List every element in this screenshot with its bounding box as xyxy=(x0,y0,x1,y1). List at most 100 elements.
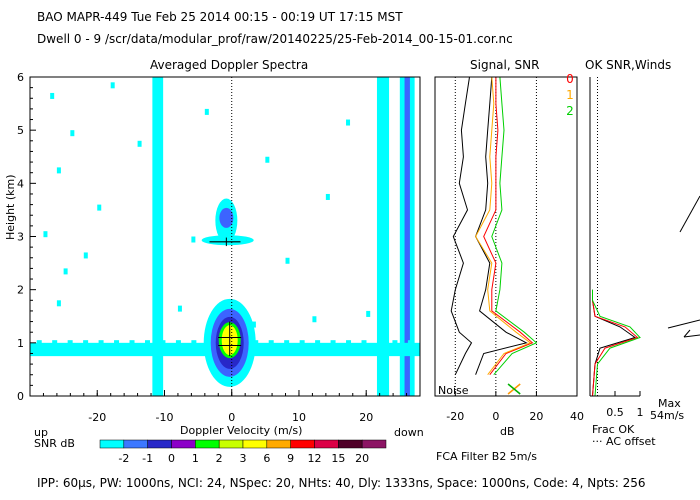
db-axis-label: dB xyxy=(500,425,515,438)
band-edge xyxy=(330,340,336,345)
height-tick-label: 5 xyxy=(17,124,24,137)
speckle-11 xyxy=(285,257,290,264)
snr-scale-label: -2 xyxy=(118,452,129,465)
signal-title: Signal, SNR xyxy=(470,58,540,72)
signal-series-4 xyxy=(491,76,538,376)
signal-tick-label: 20 xyxy=(529,410,543,423)
height-tick-label: 3 xyxy=(17,231,24,244)
noise-label: Noise xyxy=(438,384,469,397)
band-edge xyxy=(98,340,104,345)
band-edge xyxy=(160,340,166,345)
snr-swatch-11 xyxy=(361,439,387,449)
wind-barb-3 xyxy=(683,334,700,338)
snr-scale-label: 15 xyxy=(331,452,345,465)
speckle-7 xyxy=(137,140,142,147)
max-value: 54m/s xyxy=(650,409,685,422)
band-edge xyxy=(407,340,413,345)
fca-filter-label: FCA Filter B2 5m/s xyxy=(436,450,537,463)
spectra-title: Averaged Doppler Spectra xyxy=(150,58,309,72)
speckle-8 xyxy=(191,236,196,243)
snr-scale-label: 20 xyxy=(355,452,369,465)
band-edge xyxy=(144,340,150,345)
snr-swatch-5 xyxy=(218,439,244,449)
speckle-6 xyxy=(83,252,88,259)
signal-series-0 xyxy=(450,76,473,375)
band-edge xyxy=(315,340,321,345)
band-edge xyxy=(253,340,259,345)
band-edge xyxy=(268,340,274,345)
band-edge xyxy=(36,340,42,345)
signal-tick-label: -20 xyxy=(446,410,464,423)
signal-tick-label: 40 xyxy=(570,410,584,423)
max-label: Max xyxy=(658,397,681,410)
velocity-tick-label: 20 xyxy=(359,411,373,424)
ok-tick-label: 1 xyxy=(637,406,644,419)
ok-tick-label: 0.5 xyxy=(606,406,624,419)
speckle-0 xyxy=(50,92,55,99)
signal-legend-1: 1 xyxy=(566,88,574,102)
parameters-line: IPP: 60µs, PW: 1000ns, NCI: 24, NSpec: 2… xyxy=(37,476,646,490)
speckle-19 xyxy=(97,204,102,211)
signal-series-2 xyxy=(483,77,534,376)
snr-swatch-8 xyxy=(290,439,315,449)
speckle-1 xyxy=(56,167,61,174)
velocity-axis-label: Doppler Velocity (m/s) xyxy=(180,424,303,437)
speckle-12 xyxy=(325,193,330,200)
speckle-4 xyxy=(56,300,61,307)
speckle-18 xyxy=(312,316,317,323)
snr-swatch-2 xyxy=(147,439,172,449)
speckle-5 xyxy=(70,130,75,137)
band-edge xyxy=(114,340,120,345)
snr-scale-label: 6 xyxy=(263,452,270,465)
stripe-22 xyxy=(376,77,390,396)
snr-swatch-1 xyxy=(123,439,148,449)
speckle-15 xyxy=(110,82,115,89)
ac-offset-label: ··· AC offset xyxy=(592,435,656,448)
velocity-tick-label: -10 xyxy=(155,411,173,424)
speckle-2 xyxy=(43,231,48,238)
snr-scale-label: 12 xyxy=(308,452,322,465)
echo2-core xyxy=(219,207,234,228)
snr-swatch-7 xyxy=(266,439,291,449)
wind-barb-3-tick xyxy=(683,329,691,338)
speckle-14 xyxy=(366,310,371,317)
snr-scale-label: 3 xyxy=(240,452,247,465)
speckle-10 xyxy=(265,156,270,163)
band-edge xyxy=(129,340,135,345)
velocity-tick-label: 10 xyxy=(292,411,306,424)
velocity-tick-label: 0 xyxy=(228,411,235,424)
band-edge xyxy=(52,340,58,345)
signal-legend-0: 0 xyxy=(566,72,574,86)
speckle-3 xyxy=(63,268,68,275)
speckle-16 xyxy=(251,321,256,328)
frac-series-1 xyxy=(592,300,639,397)
signal-series-1 xyxy=(475,76,528,375)
band-edge xyxy=(392,340,398,345)
snr-scale-label: 0 xyxy=(168,452,175,465)
up-label: up xyxy=(34,426,48,439)
snr-scale-label: 1 xyxy=(192,452,199,465)
velocity-tick-label: -20 xyxy=(88,411,106,424)
snr-scale-label: SNR dB xyxy=(34,437,75,450)
snr-swatch-10 xyxy=(338,439,363,449)
height-tick-label: 1 xyxy=(17,337,24,350)
snr-swatch-0 xyxy=(99,439,125,449)
wind-barb-2 xyxy=(679,195,700,233)
signal-frame xyxy=(434,76,578,397)
down-label: down xyxy=(394,426,424,439)
page-title: BAO MAPR-449 Tue Feb 25 2014 00:15 - 00:… xyxy=(37,10,403,24)
snr-scale-label: 2 xyxy=(216,452,223,465)
band-edge xyxy=(361,340,367,345)
speckle-17 xyxy=(177,305,182,312)
signal-tick-label: 0 xyxy=(492,410,499,423)
snr-swatch-6 xyxy=(242,439,268,449)
frac-series-2 xyxy=(592,289,641,397)
noise-mark-2 xyxy=(507,383,521,395)
stripe-minus11 xyxy=(152,77,164,396)
snr-swatch-4 xyxy=(195,439,220,449)
snr-swatch-9 xyxy=(314,439,339,449)
dwell-path: Dwell 0 - 9 /scr/data/modular_prof/raw/2… xyxy=(37,32,513,46)
frac-ok-label: Frac OK xyxy=(592,423,635,436)
signal-legend-2: 2 xyxy=(566,104,574,118)
